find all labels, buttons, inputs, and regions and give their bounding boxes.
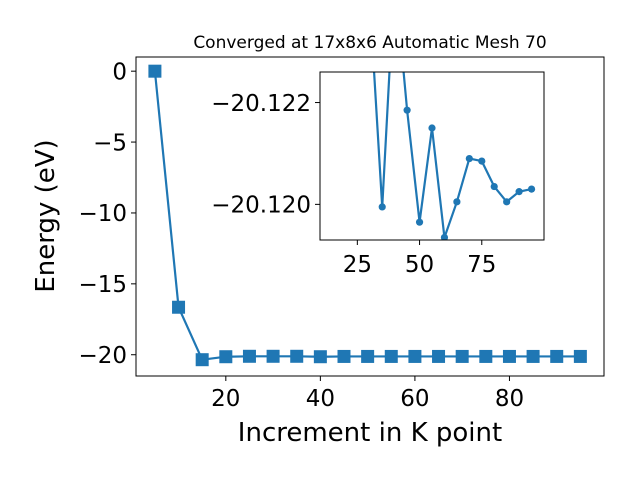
y-tick-label: −20.122 — [211, 91, 311, 117]
y-tick-label: 0 — [112, 59, 127, 85]
x-tick-label: 60 — [400, 386, 429, 412]
data-point — [378, 203, 386, 211]
data-point — [465, 154, 473, 163]
x-tick-label: 75 — [467, 252, 496, 278]
data-point — [415, 218, 424, 226]
y-axis-label: Energy (eV) — [31, 139, 61, 292]
y-tick-label: −15 — [78, 272, 127, 298]
data-point — [515, 188, 523, 196]
data-point — [219, 350, 233, 364]
x-tick-label: 25 — [343, 252, 372, 278]
data-point — [479, 349, 493, 363]
y-tick-label: −5 — [93, 130, 127, 156]
data-point — [526, 349, 540, 363]
data-point — [408, 349, 422, 363]
data-point — [573, 349, 587, 363]
data-point — [432, 349, 446, 363]
data-point — [428, 124, 436, 132]
inset-background — [320, 72, 544, 240]
x-tick-label: 80 — [495, 386, 524, 412]
main-axes: Converged at 17x8x6 Automatic Mesh 70 20… — [31, 33, 605, 448]
x-axis-label: Increment in K point — [238, 418, 502, 448]
data-point — [550, 349, 564, 363]
data-point — [478, 157, 486, 165]
data-point — [527, 185, 536, 193]
data-point — [290, 349, 304, 363]
inset-y-ticks: −20.122 −20.120 — [211, 91, 320, 219]
main-x-ticks: 20 40 60 80 — [211, 376, 524, 412]
data-point — [403, 106, 411, 114]
inset-x-ticks: 25 50 75 — [343, 240, 496, 278]
y-tick-label: −20.120 — [211, 193, 311, 219]
data-point — [440, 233, 449, 240]
x-tick-label: 50 — [405, 252, 434, 278]
data-point — [453, 198, 461, 206]
data-point — [502, 349, 516, 363]
data-point — [361, 349, 375, 363]
data-point — [242, 349, 256, 363]
inset-plot-frame — [319, 71, 545, 241]
data-point — [148, 64, 162, 78]
data-point — [172, 300, 186, 314]
data-point — [503, 198, 511, 206]
y-tick-label: −10 — [78, 201, 127, 227]
data-point — [195, 353, 209, 367]
main-y-ticks: 0 −5 −10 −15 −20 — [78, 59, 136, 369]
data-point — [490, 182, 498, 191]
inset-axes: 25 50 75 −20.122 −20.120 — [211, 0, 545, 278]
data-point — [366, 0, 373, 4]
x-tick-label: 40 — [306, 386, 335, 412]
x-tick-label: 20 — [211, 386, 240, 412]
inset-series — [366, 0, 536, 240]
data-point — [455, 349, 469, 363]
chart-title: Converged at 17x8x6 Automatic Mesh 70 — [193, 33, 546, 53]
data-point — [313, 350, 327, 364]
data-point — [337, 349, 351, 363]
main-plot-frame — [135, 56, 605, 377]
data-point — [266, 349, 280, 363]
y-tick-label: −20 — [78, 343, 127, 369]
data-point — [384, 349, 398, 363]
main-series — [148, 64, 587, 367]
